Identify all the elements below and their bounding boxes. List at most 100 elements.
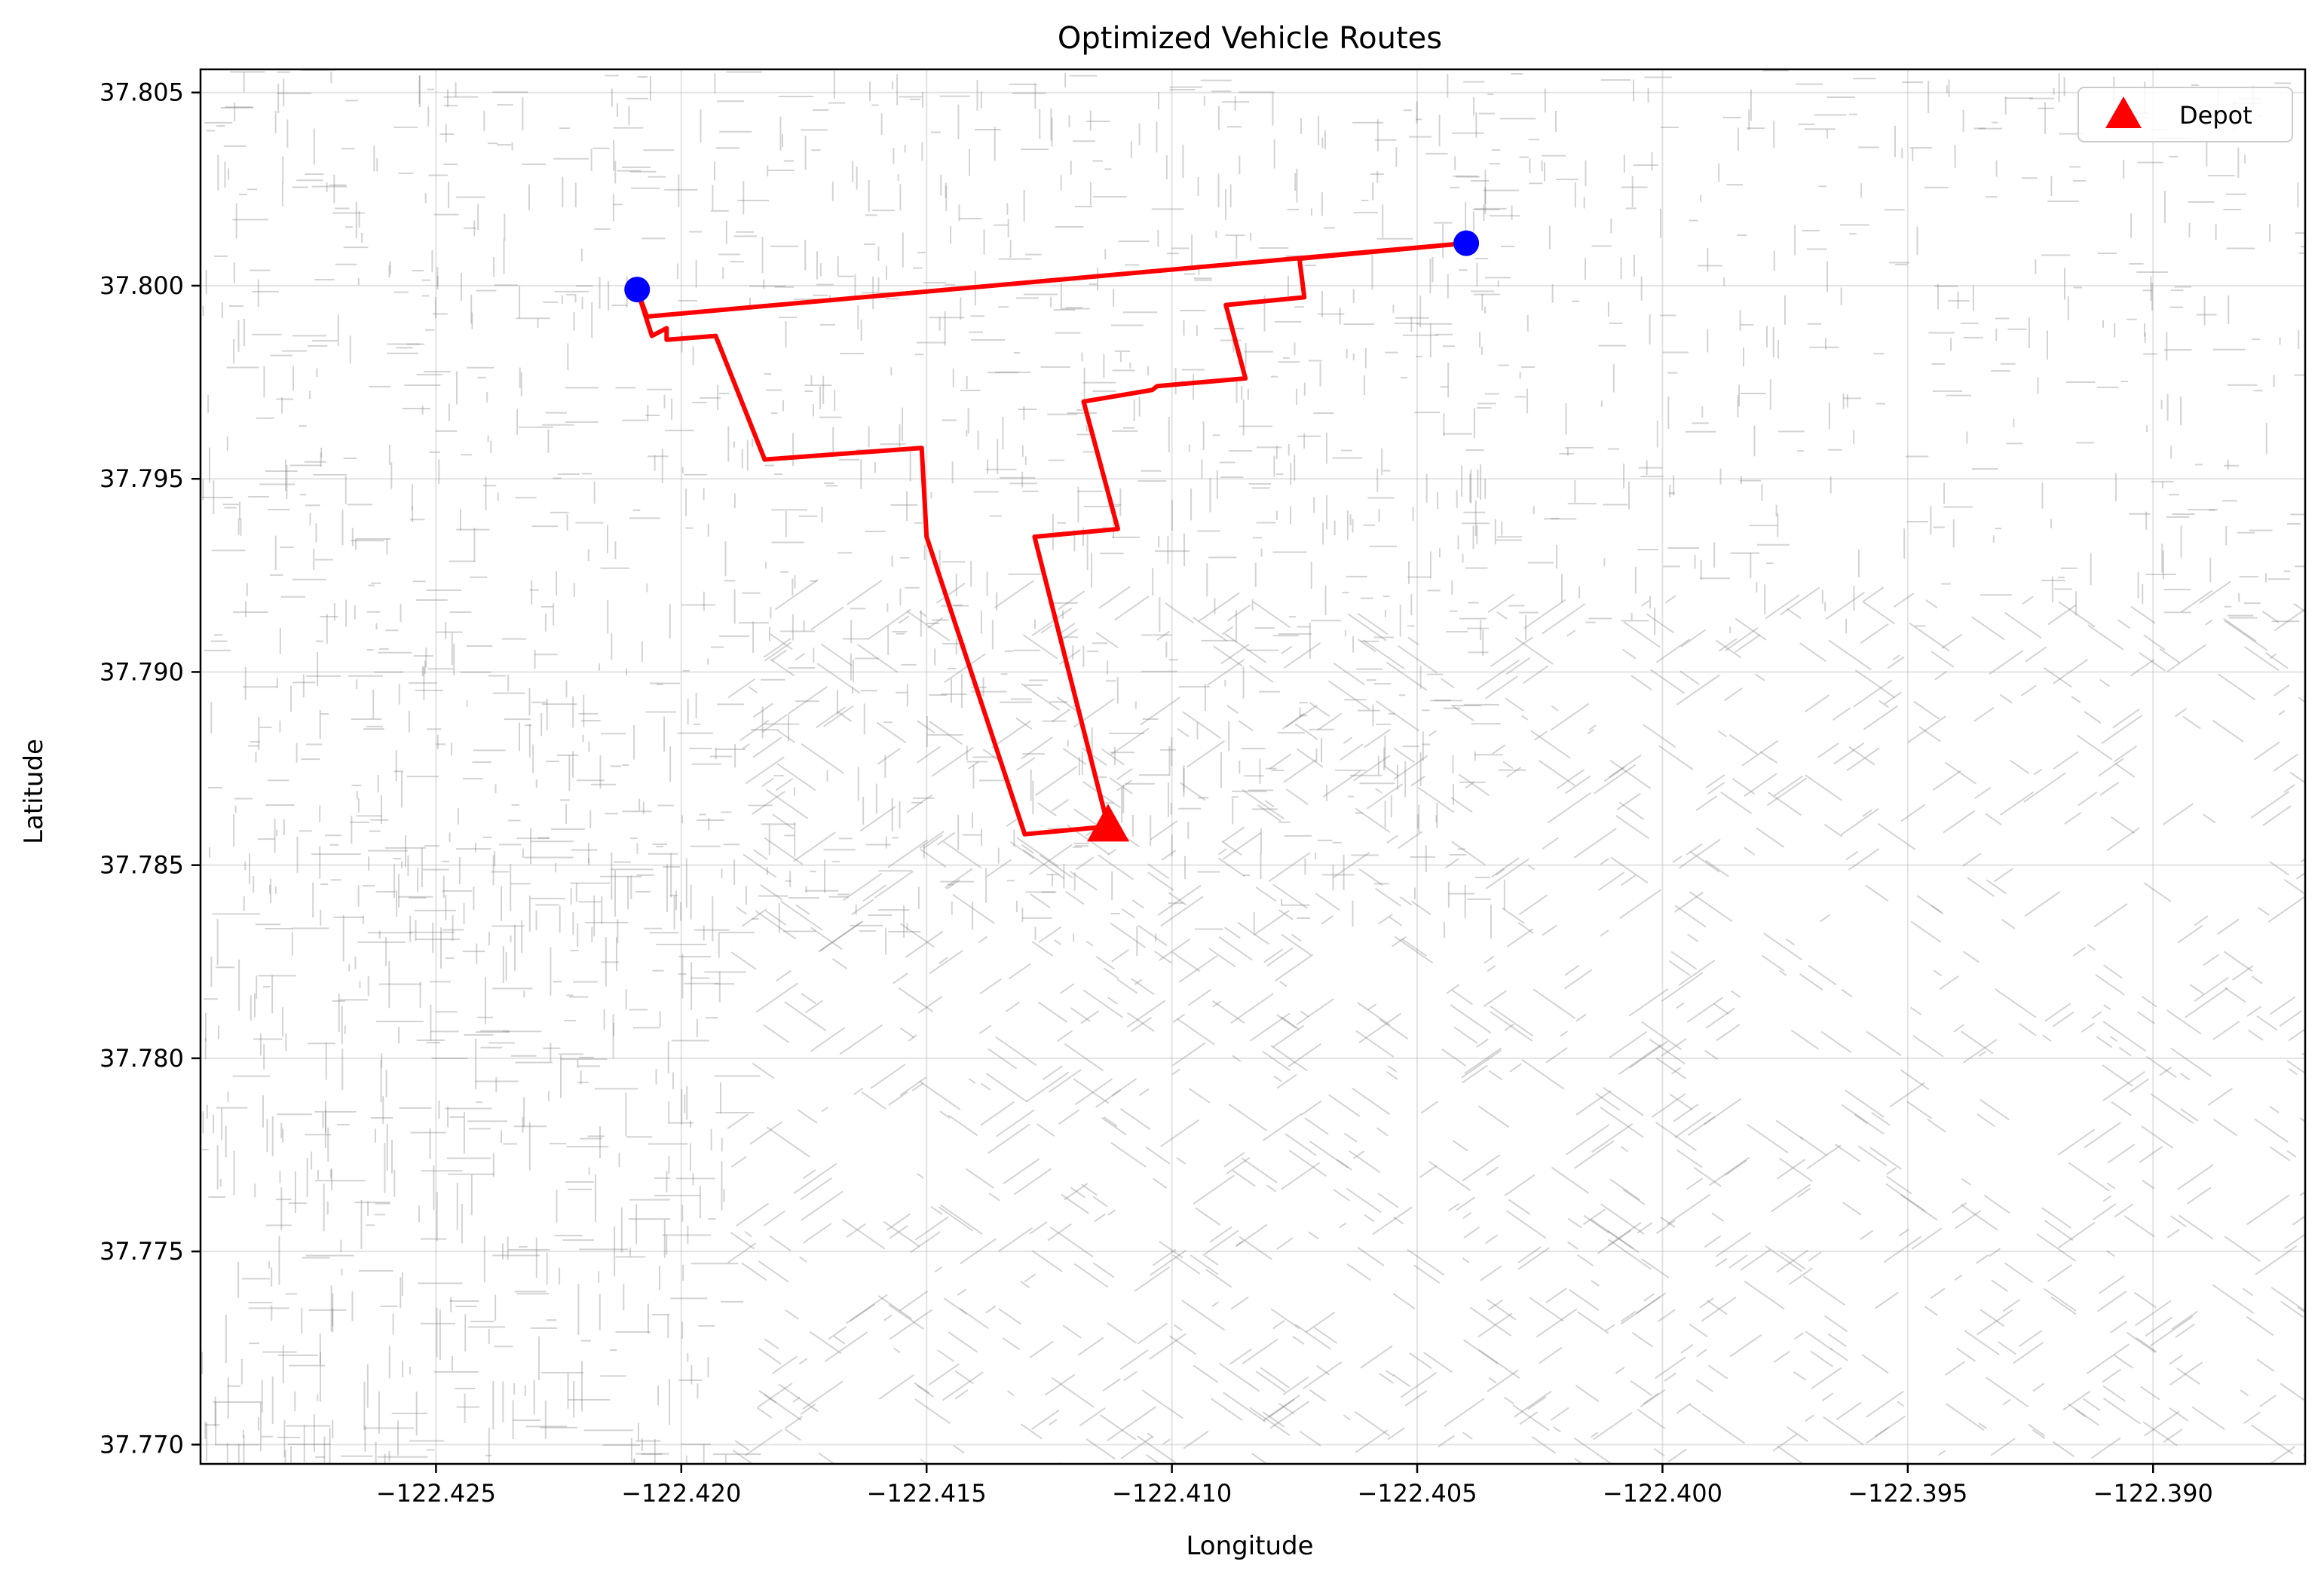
- street-segment: [1485, 675, 1518, 700]
- stop-marker[interactable]: [624, 277, 651, 303]
- street-segment: [914, 1382, 930, 1394]
- street-segment: [1179, 782, 1206, 801]
- street-segment: [824, 1331, 868, 1363]
- street-segment: [2130, 1078, 2150, 1093]
- street-segment: [2112, 708, 2140, 729]
- street-segment: [1566, 1124, 1610, 1156]
- street-segment: [1976, 1309, 2013, 1336]
- street-segment: [2207, 1088, 2234, 1107]
- chart-title: Optimized Vehicle Routes: [1058, 21, 1442, 56]
- depot-marker[interactable]: [1087, 804, 1130, 842]
- street-segment: [1353, 755, 1391, 782]
- street-segment: [2137, 1011, 2155, 1024]
- street-segment: [1502, 907, 1525, 924]
- street-segment: [2246, 1006, 2262, 1017]
- street-segment: [730, 1156, 747, 1168]
- street-segment: [1550, 1407, 1569, 1421]
- street-segment: [1098, 854, 1134, 880]
- street-segment: [1165, 602, 1195, 624]
- street-segment: [1622, 1189, 1646, 1205]
- street-segment: [2099, 678, 2111, 687]
- street-segment: [2130, 659, 2155, 677]
- street-segment: [1220, 643, 1250, 665]
- street-segment: [1799, 642, 1826, 663]
- street-segment: [982, 749, 1000, 761]
- street-segment: [1255, 886, 1277, 902]
- street-segment: [1024, 1273, 1036, 1283]
- street-segment: [1284, 641, 1321, 669]
- street-segment: [1410, 775, 1425, 787]
- street-segment: [2067, 1403, 2100, 1426]
- street-segment: [1037, 1001, 1067, 1023]
- street-segment: [1376, 1127, 1389, 1137]
- street-segment: [1918, 726, 1941, 743]
- street-segment: [764, 641, 792, 662]
- street-segment: [816, 706, 847, 729]
- street-segment: [930, 1205, 943, 1215]
- street-segment: [2284, 1233, 2305, 1250]
- street-segment: [1159, 938, 1191, 961]
- street-segment: [877, 1295, 913, 1320]
- street-segment: [1280, 1162, 1321, 1190]
- street-segment: [2246, 1194, 2290, 1226]
- street-segment: [1536, 1308, 1578, 1338]
- street-segment: [2299, 1191, 2305, 1196]
- street-segment: [914, 1398, 951, 1424]
- street-segment: [1477, 1312, 1513, 1338]
- street-segment: [2212, 1020, 2240, 1040]
- street-segment: [778, 1383, 819, 1413]
- street-segment: [831, 958, 848, 970]
- street-segment: [919, 1080, 961, 1110]
- street-segment: [1296, 998, 1334, 1026]
- street-segment: [861, 1091, 886, 1110]
- street-segment: [739, 719, 770, 742]
- street-segment: [1597, 871, 1625, 891]
- street-segment: [1131, 978, 1155, 996]
- street-segment: [2205, 619, 2213, 626]
- street-segment: [1542, 603, 1586, 635]
- street-segment: [1845, 1089, 1885, 1118]
- street-segment: [2256, 1015, 2278, 1031]
- street-segment: [1512, 1404, 1550, 1431]
- street-segment: [898, 615, 910, 624]
- street-segment: [2042, 1034, 2052, 1042]
- street-segment: [1862, 586, 1885, 603]
- street-segment: [1321, 915, 1334, 925]
- street-segment: [2114, 1203, 2134, 1218]
- street-segment: [1600, 1203, 1645, 1235]
- street-segment: [1085, 1438, 1116, 1460]
- street-segment: [919, 848, 947, 868]
- street-segment: [1893, 592, 1915, 608]
- street-segment: [1615, 815, 1650, 840]
- street-segment: [2110, 1321, 2127, 1333]
- street-segment: [1446, 984, 1460, 994]
- street-segment: [1883, 1235, 1921, 1263]
- street-segment: [1410, 900, 1431, 916]
- street-segment: [1695, 1379, 1714, 1392]
- street-segment: [1222, 831, 1262, 860]
- street-segment: [1149, 1333, 1186, 1360]
- street-segment: [2058, 1128, 2096, 1156]
- street-segment: [2144, 1410, 2180, 1437]
- street-segment: [998, 1308, 1022, 1325]
- street-segment: [1693, 1166, 1722, 1187]
- stop-marker[interactable]: [1453, 230, 1480, 256]
- street-segment: [2114, 763, 2136, 778]
- street-segment: [1630, 1379, 1653, 1397]
- street-segment: [1278, 1402, 1295, 1415]
- street-segment: [1637, 1222, 1653, 1234]
- street-segment: [1364, 728, 1391, 749]
- street-segment: [2043, 667, 2072, 688]
- street-segment: [1824, 1315, 1848, 1333]
- street-segment: [919, 611, 927, 617]
- street-segment: [1805, 1414, 1814, 1422]
- street-segment: [1778, 969, 1787, 976]
- street-segment: [1989, 1248, 2001, 1257]
- street-segment: [953, 1444, 965, 1454]
- street-segment: [1574, 1140, 1615, 1169]
- street-segment: [2000, 791, 2035, 816]
- street-segment: [1886, 1175, 1912, 1195]
- street-segment: [1355, 807, 1391, 833]
- street-segment: [1386, 834, 1398, 844]
- street-segment: [1884, 691, 1902, 705]
